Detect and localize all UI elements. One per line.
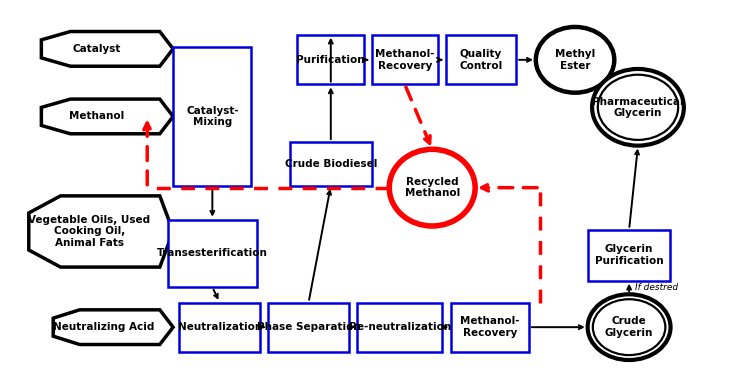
FancyBboxPatch shape [451, 302, 529, 352]
Ellipse shape [588, 294, 670, 360]
Text: Recycled
Methanol: Recycled Methanol [405, 177, 460, 198]
FancyBboxPatch shape [179, 302, 261, 352]
Text: Catalyst: Catalyst [73, 44, 121, 54]
FancyBboxPatch shape [174, 47, 251, 186]
Ellipse shape [598, 75, 678, 140]
Ellipse shape [593, 299, 666, 355]
Text: Methyl
Ester: Methyl Ester [555, 49, 595, 71]
FancyBboxPatch shape [168, 220, 257, 287]
Text: Quality
Control: Quality Control [459, 49, 503, 71]
Text: Crude
Glycerin: Crude Glycerin [605, 316, 653, 338]
Text: If destred: If destred [635, 283, 678, 292]
FancyBboxPatch shape [372, 35, 438, 85]
Text: Vegetable Oils, Used
Cooking Oil,
Animal Fats: Vegetable Oils, Used Cooking Oil, Animal… [28, 215, 151, 248]
Text: Catalyst-
Mixing: Catalyst- Mixing [186, 106, 239, 127]
Text: Neutralization: Neutralization [178, 322, 262, 332]
Polygon shape [29, 196, 173, 267]
Text: Transesterification: Transesterification [157, 248, 267, 258]
Ellipse shape [592, 69, 684, 146]
Polygon shape [42, 32, 173, 66]
Text: Glycerin
Purification: Glycerin Purification [595, 244, 663, 266]
Text: Methanol-
Recovery: Methanol- Recovery [460, 316, 519, 338]
Text: Methanol-
Recovery: Methanol- Recovery [375, 49, 435, 71]
FancyBboxPatch shape [446, 35, 516, 85]
Text: Crude Biodiesel: Crude Biodiesel [285, 159, 377, 169]
Text: Methanol: Methanol [69, 112, 124, 121]
Text: Re-neutralization: Re-neutralization [348, 322, 451, 332]
Polygon shape [42, 99, 173, 134]
FancyBboxPatch shape [357, 302, 442, 352]
Text: Purification: Purification [296, 55, 365, 65]
Polygon shape [53, 310, 173, 344]
Ellipse shape [389, 149, 475, 226]
Text: Pharmaceutical
Glycerin: Pharmaceutical Glycerin [592, 96, 684, 118]
FancyBboxPatch shape [290, 142, 372, 186]
FancyBboxPatch shape [297, 35, 364, 85]
FancyBboxPatch shape [268, 302, 349, 352]
Ellipse shape [536, 27, 614, 93]
FancyBboxPatch shape [588, 230, 669, 281]
Text: Neutralizing Acid: Neutralizing Acid [53, 322, 155, 332]
Text: Phase Separation: Phase Separation [256, 322, 360, 332]
